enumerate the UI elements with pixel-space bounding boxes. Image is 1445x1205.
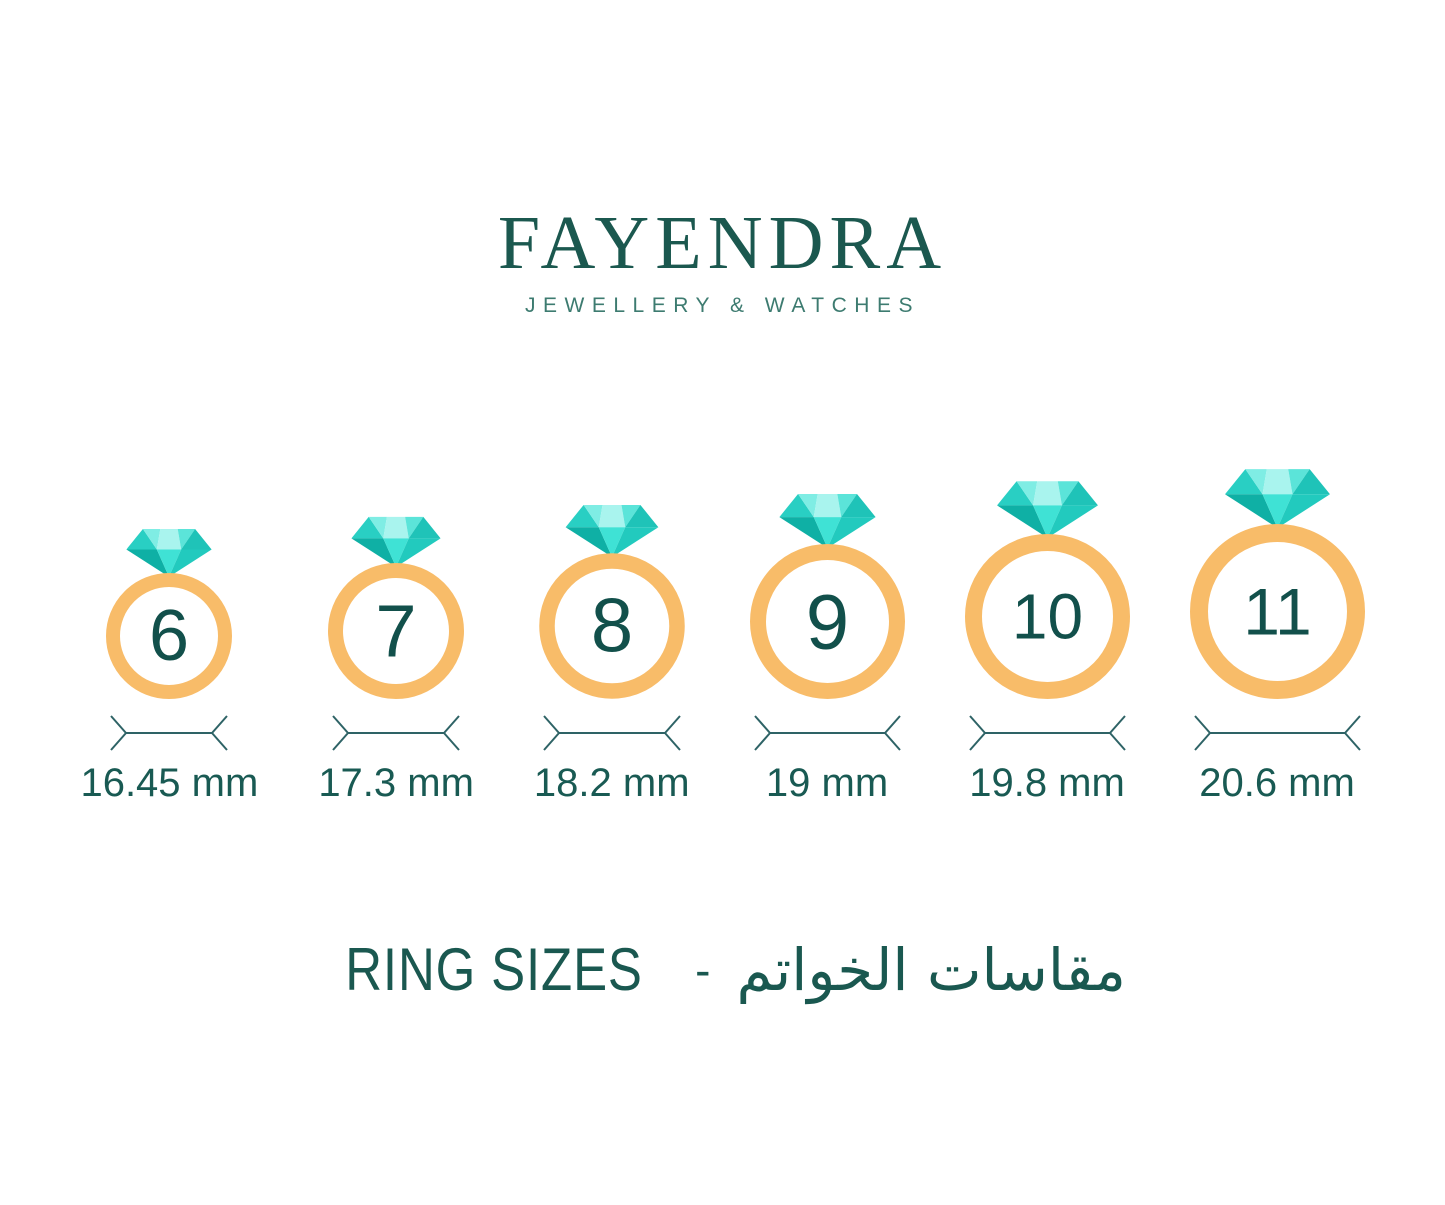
ring-item-size-9: 9 19 mm: [749, 493, 905, 805]
diameter-label: 19.8 mm: [969, 761, 1125, 805]
title-english: RING SIZES: [345, 936, 643, 1003]
diameter-label: 17.3 mm: [318, 761, 474, 805]
ring-figure: 7: [328, 516, 465, 699]
diamond-icon: [778, 493, 876, 548]
ring-figure: 11: [1189, 469, 1365, 699]
ring-item-size-6: 6 16.45 mm: [80, 528, 258, 805]
ring-band: [964, 534, 1130, 699]
dimension-arrows: [332, 715, 460, 751]
brand-tagline: JEWELLERY & WATCHES: [525, 294, 920, 317]
ring-size-number: 10: [1011, 581, 1082, 653]
ring-size-number: 11: [1243, 575, 1312, 649]
ring-size-number: 7: [376, 590, 417, 673]
diameter-label: 19 mm: [765, 761, 889, 805]
dimension-arrows: [542, 715, 681, 751]
diamond-icon: [565, 504, 659, 557]
brand-logo: FAYENDRA: [497, 201, 948, 285]
ring-item-size-7: 7 17.3 mm: [318, 516, 474, 805]
ring-band: [1189, 524, 1365, 699]
ring-size-number: 6: [149, 596, 189, 676]
ring-size-number: 8: [591, 584, 633, 669]
diamond-icon: [996, 481, 1098, 538]
ring-figure: 6: [106, 529, 233, 699]
diameter-label: 20.6 mm: [1199, 761, 1355, 805]
ring-figure: 9: [749, 493, 905, 699]
diameter-label: 16.45 mm: [80, 761, 259, 805]
ring-band: [749, 544, 905, 699]
ring-figure: 8: [538, 504, 685, 699]
dimension-arrows: [753, 715, 901, 751]
rings-row: 6 16.45 mm 7 17.3 mm 8: [0, 468, 1445, 805]
ring-band: [106, 573, 233, 699]
title-separator: -: [695, 943, 711, 996]
ring-item-size-11: 11 20.6 mm: [1189, 468, 1365, 805]
diamond-icon: [351, 516, 441, 567]
ring-figure: 10: [964, 481, 1130, 699]
ring-band: [328, 563, 465, 699]
dimension-arrows: [110, 715, 229, 751]
diameter-label: 18.2 mm: [533, 761, 690, 805]
brand-header: FAYENDRA JEWELLERY & WATCHES: [0, 0, 1445, 316]
title-arabic: مقاسات الخواتم: [736, 935, 1126, 1004]
diamond-icon: [1224, 469, 1330, 528]
ring-item-size-8: 8 18.2 mm: [534, 504, 690, 805]
dimension-arrows: [968, 715, 1126, 751]
ring-band: [538, 553, 685, 699]
ring-item-size-10: 10 19.8 mm: [964, 480, 1130, 805]
dimension-arrows: [1193, 715, 1361, 751]
footer-title: RING SIZES - مقاسات الخواتم: [0, 935, 1445, 1004]
diamond-icon: [126, 529, 213, 577]
ring-size-number: 9: [805, 578, 848, 666]
